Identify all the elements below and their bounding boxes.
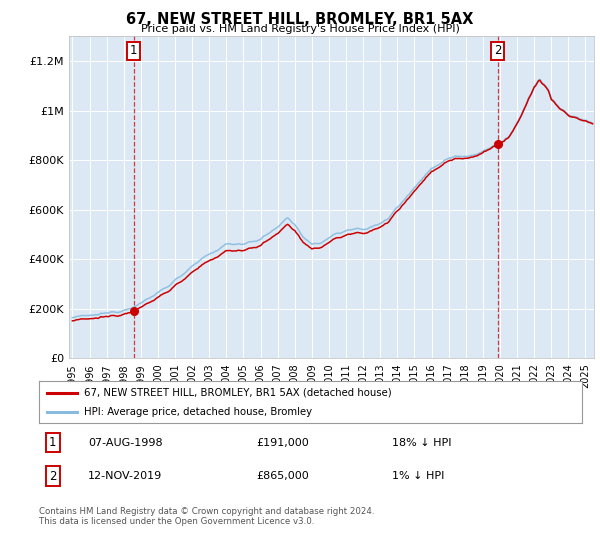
Text: £191,000: £191,000 [256,437,309,447]
Text: 2: 2 [494,44,502,58]
Text: 18% ↓ HPI: 18% ↓ HPI [392,437,451,447]
Text: 12-NOV-2019: 12-NOV-2019 [88,471,162,481]
Text: 07-AUG-1998: 07-AUG-1998 [88,437,163,447]
Text: 67, NEW STREET HILL, BROMLEY, BR1 5AX: 67, NEW STREET HILL, BROMLEY, BR1 5AX [127,12,473,27]
Text: 2: 2 [49,469,56,483]
Text: Contains HM Land Registry data © Crown copyright and database right 2024.
This d: Contains HM Land Registry data © Crown c… [39,507,374,526]
Text: 1: 1 [49,436,56,449]
Text: Price paid vs. HM Land Registry's House Price Index (HPI): Price paid vs. HM Land Registry's House … [140,24,460,34]
Text: £865,000: £865,000 [256,471,309,481]
Text: 67, NEW STREET HILL, BROMLEY, BR1 5AX (detached house): 67, NEW STREET HILL, BROMLEY, BR1 5AX (d… [83,388,391,398]
Text: 1% ↓ HPI: 1% ↓ HPI [392,471,445,481]
Text: 1: 1 [130,44,137,58]
Text: HPI: Average price, detached house, Bromley: HPI: Average price, detached house, Brom… [83,407,311,417]
